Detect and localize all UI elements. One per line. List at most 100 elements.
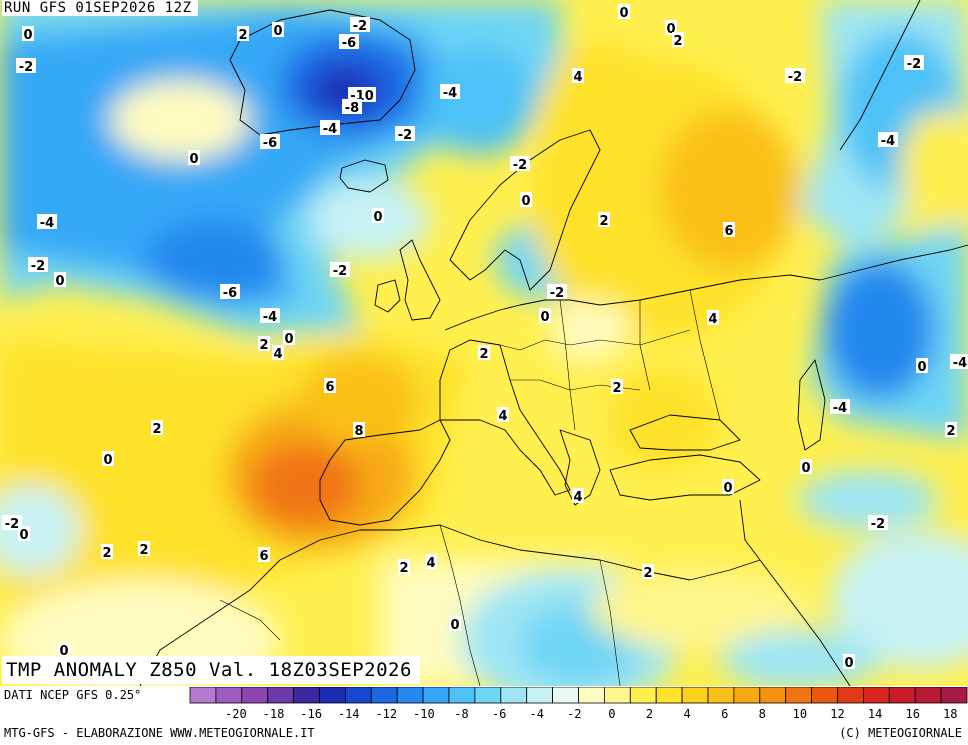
contour-label-bg: [372, 208, 384, 223]
contour-label-bg: [707, 310, 719, 325]
contour-label-bg: [723, 222, 735, 237]
contour-label-bg: [395, 126, 415, 141]
colorbar-swatch: [215, 687, 243, 704]
colorbar-swatch: [863, 687, 890, 704]
contour-label: -6: [342, 36, 356, 51]
colorbar-swatches: [189, 687, 968, 704]
contour-label-bg: [598, 212, 610, 227]
contour-label: -2: [333, 264, 347, 279]
contour-label-bg: [843, 654, 855, 669]
colorbar-swatch: [655, 687, 683, 704]
colorbar-swatch: [344, 687, 372, 704]
coastlines-and-borders: [139, 0, 968, 686]
credit-right: (C) METEOGIORNALE: [839, 726, 962, 740]
colorbar-swatch: [319, 687, 346, 704]
colorbar-swatch: [759, 687, 787, 704]
colorbar-tick-labels: -20 -18 -16 -14 -12 -10 -8 -6 -4 -2 0 2 4 6 8 10 12 14 16 1…: [225, 707, 957, 721]
contour-label: 4: [426, 556, 435, 571]
contour-label: -4: [953, 356, 967, 371]
contour-label-bg: [2, 515, 22, 530]
contour-label: 0: [540, 310, 549, 325]
contour-label: 0: [450, 618, 459, 633]
colorbar-swatch: [526, 687, 554, 704]
colorbar-swatch: [603, 687, 631, 704]
contour-label-bg: [830, 399, 850, 414]
contour-label: 0: [844, 656, 853, 671]
colorbar-swatch: [552, 687, 579, 704]
colorbar-tick-label: 16: [905, 707, 919, 721]
contour-label-bg: [478, 345, 490, 360]
contour-label: -4: [881, 134, 895, 149]
contour-label: 0: [666, 22, 675, 37]
colorbar-swatch: [888, 687, 916, 704]
colorbar-swatch: [733, 687, 761, 704]
colorbar-tick-label: 2: [646, 707, 653, 721]
contour-label-bg: [618, 4, 630, 19]
contour-label: 2: [673, 34, 682, 49]
colorbar-tick-label: 8: [759, 707, 766, 721]
contour-label: -2: [31, 259, 45, 274]
contour-label-bg: [283, 330, 295, 345]
contour-label: 6: [259, 549, 268, 564]
contour-label-bg: [258, 336, 270, 351]
contour-label: 2: [946, 424, 955, 439]
contour-label: -2: [871, 517, 885, 532]
contour-label-bg: [539, 308, 551, 323]
colorbar-tick-label: 0: [608, 707, 615, 721]
contour-label: 2: [399, 561, 408, 576]
colorbar-swatch: [785, 687, 813, 704]
contour-label-bg: [611, 379, 623, 394]
contour-label-bg: [547, 284, 567, 299]
contour-label: -4: [40, 216, 54, 231]
contour-label: -4: [833, 401, 847, 416]
contour-label: 0: [23, 28, 32, 43]
contour-label: 0: [619, 6, 628, 21]
contour-label-bg: [330, 262, 350, 277]
contour-label-bg: [572, 488, 584, 503]
contour-label: -2: [550, 286, 564, 301]
contour-label-bg: [425, 554, 437, 569]
credit-left: MTG-GFS - ELABORAZIONE WWW.METEOGIORNALE…: [4, 726, 315, 740]
contour-label-bg: [272, 345, 284, 360]
contour-label: -2: [5, 517, 19, 532]
contour-label: 0: [189, 152, 198, 167]
contour-label-bg: [237, 26, 249, 41]
contour-label: -2: [353, 19, 367, 34]
contour-label: 0: [103, 453, 112, 468]
contour-label: 4: [498, 409, 507, 424]
contour-label-bg: [449, 616, 461, 631]
colorbar-swatch: [629, 687, 657, 704]
contour-label-bg: [320, 120, 340, 135]
colorbar-swatch: [474, 687, 502, 704]
colorbar-tick-label: -18: [263, 707, 285, 721]
contour-label-bg: [722, 479, 734, 494]
colorbar-swatch: [293, 687, 320, 704]
footer: DATI NCEP GFS 0.25° -20 -18 -16 -14 -12 -10 -8…: [0, 686, 968, 745]
contour-label-bg: [350, 17, 370, 32]
colorbar-swatch: [422, 687, 450, 704]
colorbar-tick-label: -2: [567, 707, 581, 721]
contour-label: 2: [612, 381, 621, 396]
contour-label-bg: [37, 214, 57, 229]
colorbar-swatch: [837, 687, 864, 704]
contour-label-bg: [672, 32, 684, 47]
colorbar-swatch: [500, 687, 528, 704]
colorbar-swatch: [914, 687, 942, 704]
colorbar-swatch: [241, 687, 269, 704]
contour-label-bg: [348, 87, 376, 102]
contour-label-bg: [18, 526, 30, 541]
colorbar-swatch: [681, 687, 709, 704]
colorbar-swatch: [370, 687, 398, 704]
colorbar-tick-label: 14: [868, 707, 882, 721]
contour-label-bg: [868, 515, 888, 530]
contour-label: 2: [599, 214, 608, 229]
contour-label: -4: [263, 310, 277, 325]
contour-label: 8: [354, 424, 363, 439]
run-title: RUN GFS 01SEP2026 12Z: [2, 0, 198, 16]
contour-label-bg: [258, 547, 270, 562]
colorbar-tick-label: -20: [225, 707, 247, 721]
contour-label-bg: [22, 26, 34, 41]
contour-label-bg: [272, 22, 284, 37]
